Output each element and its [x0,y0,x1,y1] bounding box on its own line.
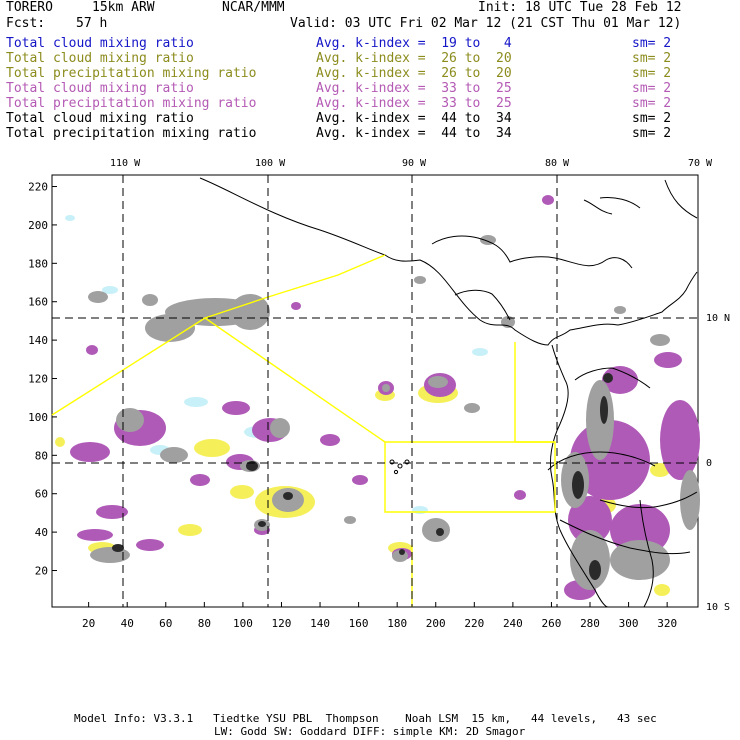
model-resolution: 15km ARW [92,0,155,15]
x-tick-label: 220 [464,617,484,630]
y-tick-label: 140 [28,334,48,347]
lat-label: 0 [706,458,713,469]
y-tick-label: 120 [28,373,48,386]
y-tick-label: 40 [35,526,48,539]
forecast-label: Fcst: [6,16,46,31]
x-tick-label: 200 [426,617,446,630]
y-tick-label: 160 [28,296,48,309]
lon-label: 110 W [110,158,141,169]
cloud-fields [55,195,700,600]
forecast-hours: 57 h [76,16,108,31]
y-axis-ticks: 20 40 60 80 100 120 140 160 180 200 220 [28,181,57,578]
x-tick-label: 320 [657,617,677,630]
valid-time: Valid: 03 UTC Fri 02 Mar 12 (21 CST Thu … [290,16,682,31]
x-tick-label: 280 [580,617,600,630]
x-axis-ticks: 20 40 60 80 100 120 140 160 180 200 220 240 260 280 30… [82,602,677,630]
y-tick-label: 80 [35,449,48,462]
region-outlines [51,254,556,607]
y-tick-label: 60 [35,488,48,501]
lon-label: 90 W [402,158,427,169]
x-tick-label: 140 [310,617,330,630]
model-name: TORERO [6,0,53,15]
model-info: Model Info: V3.3.1 Tiedtke YSU PBL Thomp… [74,712,657,725]
physics-info: LW: Godd SW: Goddard DIFF: simple KM: 2D… [214,725,526,738]
x-tick-label: 20 [82,617,95,630]
y-tick-label: 220 [28,181,48,194]
init-time: Init: 18 UTC Tue 28 Feb 12 [478,0,682,15]
x-tick-label: 300 [619,617,639,630]
y-tick-label: 180 [28,257,48,270]
x-tick-label: 80 [198,617,211,630]
x-tick-label: 120 [272,617,292,630]
graticule [52,175,698,607]
x-tick-label: 240 [503,617,523,630]
coastlines [199,177,698,608]
lon-label: 80 W [545,158,570,169]
x-tick-label: 100 [233,617,253,630]
organization: NCAR/MMM [222,0,285,15]
lon-label: 100 W [255,158,286,169]
lon-label: 70 W [688,158,713,169]
x-tick-label: 40 [121,617,134,630]
y-tick-label: 20 [35,565,48,578]
x-tick-label: 180 [387,617,407,630]
lat-label: 10 N [706,313,731,324]
map-frame [51,174,699,608]
lat-label: 10 S [706,602,731,613]
y-tick-label: 200 [28,219,48,232]
x-tick-label: 160 [349,617,369,630]
x-tick-label: 60 [159,617,172,630]
x-tick-label: 260 [542,617,562,630]
y-tick-label: 100 [28,411,48,424]
